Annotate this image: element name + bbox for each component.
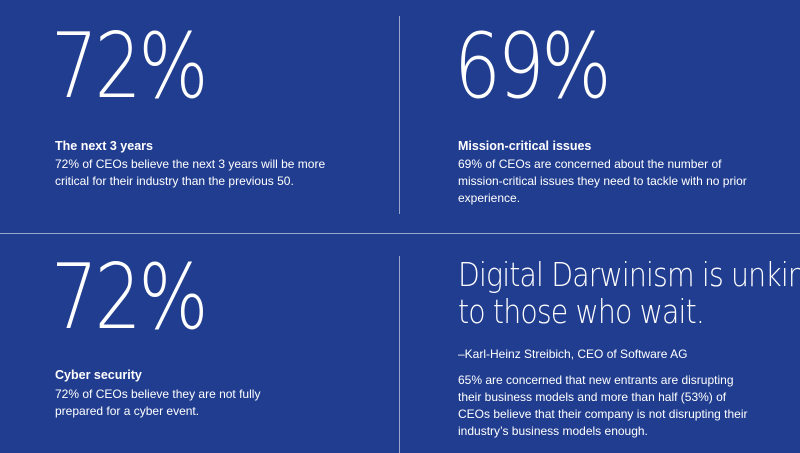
stat-description: 72% of CEOs believe they are not fully p… bbox=[55, 387, 261, 418]
vertical-divider-top bbox=[399, 16, 400, 214]
quote-line-2: to those who wait. bbox=[458, 292, 705, 331]
stat-title: The next 3 years bbox=[55, 139, 153, 153]
stat-description: 69% of CEOs are concerned about the numb… bbox=[458, 157, 747, 205]
stat-value: 69% bbox=[454, 14, 611, 119]
stat-title: Mission-critical issues bbox=[458, 139, 592, 153]
stat-title: Cyber security bbox=[55, 368, 142, 382]
quote-attribution: –Karl-Heinz Streibich, CEO of Software A… bbox=[458, 347, 688, 361]
stat-description: 72% of CEOs believe the next 3 years wil… bbox=[55, 157, 326, 188]
horizontal-divider bbox=[0, 233, 800, 234]
stat-value: 72% bbox=[51, 245, 208, 350]
quote-description: 65% are concerned that new entrants are … bbox=[458, 373, 748, 438]
quote-line-1: Digital Darwinism is unkind bbox=[458, 255, 800, 294]
vertical-divider-bottom bbox=[399, 256, 400, 453]
stat-value: 72% bbox=[51, 14, 208, 119]
